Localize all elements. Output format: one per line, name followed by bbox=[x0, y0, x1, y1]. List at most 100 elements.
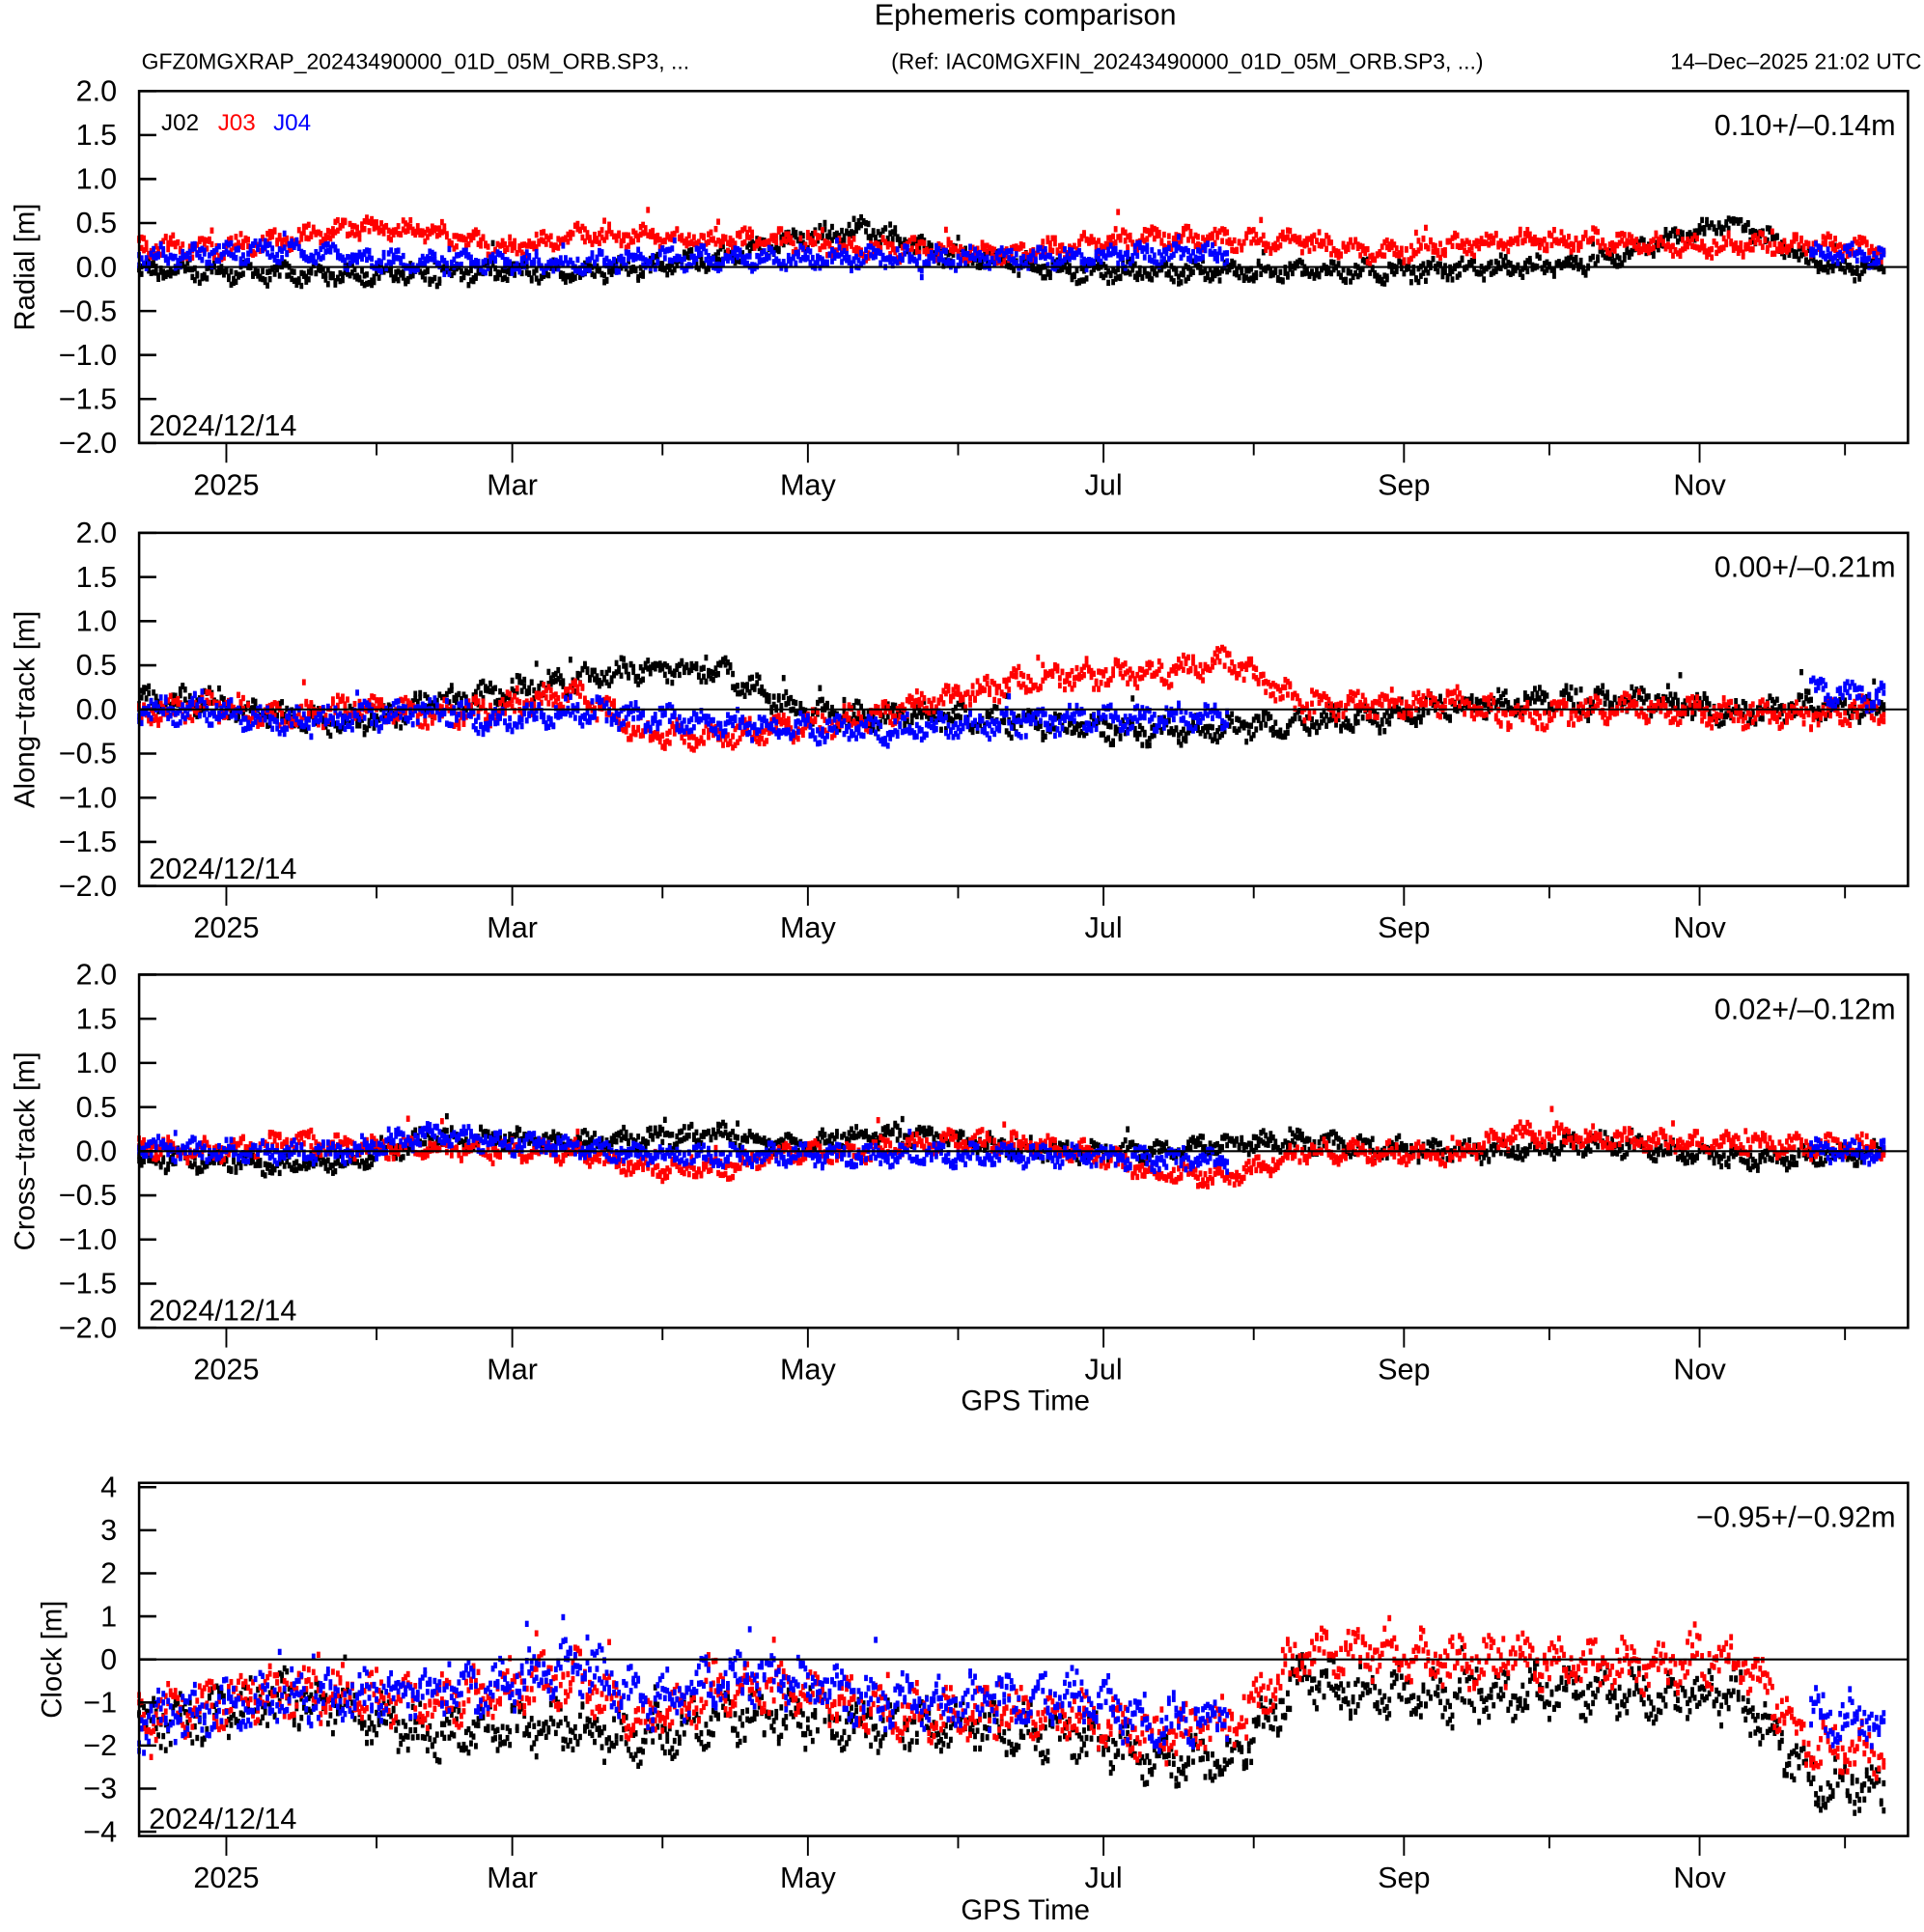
data-point-j04 bbox=[750, 262, 755, 268]
data-point-j03 bbox=[463, 242, 468, 249]
data-point-j04 bbox=[636, 246, 641, 253]
data-point-j03 bbox=[638, 223, 643, 231]
data-point-j02 bbox=[1048, 273, 1052, 281]
data-point-j03 bbox=[1729, 239, 1734, 247]
data-point-j03 bbox=[1077, 238, 1081, 245]
data-point-j03 bbox=[1358, 242, 1363, 249]
data-point-j03 bbox=[1564, 238, 1569, 246]
data-point-j03 bbox=[990, 252, 994, 259]
data-point-j04 bbox=[1135, 252, 1140, 260]
data-point-j03 bbox=[851, 236, 856, 242]
data-point-j04 bbox=[617, 256, 622, 263]
data-point-j03 bbox=[1804, 250, 1808, 257]
data-point-j02 bbox=[1065, 267, 1070, 274]
data-point-j04 bbox=[455, 262, 459, 268]
data-point-j04 bbox=[309, 252, 314, 260]
data-point-j03 bbox=[1448, 238, 1452, 244]
data-point-j02 bbox=[880, 227, 885, 235]
data-point-j04 bbox=[558, 259, 563, 266]
data-point-j04 bbox=[895, 259, 900, 266]
data-point-j02 bbox=[1399, 259, 1404, 266]
data-point-j04 bbox=[941, 257, 946, 265]
data-point-j03 bbox=[794, 246, 798, 254]
data-point-j03 bbox=[493, 246, 498, 253]
data-point-j03 bbox=[854, 245, 859, 252]
data-point-j02 bbox=[1108, 271, 1113, 279]
data-point-j04 bbox=[187, 255, 192, 262]
data-point-j02 bbox=[970, 259, 975, 266]
data-point-j03 bbox=[1060, 242, 1065, 249]
data-point-j02 bbox=[1177, 280, 1181, 287]
data-point-j04 bbox=[1065, 252, 1070, 259]
data-point-j02 bbox=[1492, 269, 1496, 276]
data-point-j02 bbox=[1358, 266, 1363, 273]
data-point-j02 bbox=[888, 221, 893, 228]
data-point-j02 bbox=[1654, 242, 1659, 250]
data-point-j02 bbox=[1055, 266, 1060, 273]
data-point-j02 bbox=[832, 233, 837, 239]
data-point-j02 bbox=[1753, 229, 1758, 236]
data-point-j03 bbox=[1123, 229, 1128, 236]
data-point-j03 bbox=[771, 237, 776, 244]
data-point-j04 bbox=[346, 254, 349, 261]
data-point-j03 bbox=[1130, 240, 1135, 247]
data-point-j03 bbox=[568, 229, 572, 237]
data-point-j04 bbox=[672, 256, 677, 263]
data-point-j04 bbox=[168, 253, 173, 261]
data-point-j03 bbox=[1155, 232, 1159, 239]
data-point-j02 bbox=[1157, 266, 1161, 273]
data-point-j03 bbox=[1312, 232, 1317, 239]
data-point-j02 bbox=[978, 261, 983, 267]
data-point-j04 bbox=[934, 248, 938, 256]
data-point-j03 bbox=[1857, 240, 1862, 248]
data-point-j03 bbox=[1336, 254, 1341, 261]
data-point-j03 bbox=[1068, 243, 1072, 250]
data-point-j03 bbox=[1545, 241, 1549, 249]
data-point-j03 bbox=[830, 252, 834, 259]
data-point-j02 bbox=[694, 261, 699, 268]
data-point-j03 bbox=[1389, 243, 1394, 251]
data-point-j03 bbox=[323, 238, 328, 245]
data-point-j03 bbox=[757, 240, 762, 247]
data-point-j03 bbox=[1715, 249, 1719, 257]
data-point-j02 bbox=[800, 239, 805, 246]
data-point-j03 bbox=[376, 225, 381, 232]
data-point-j03 bbox=[1697, 246, 1702, 253]
data-point-j03 bbox=[912, 235, 917, 241]
data-point-j02 bbox=[1681, 230, 1685, 237]
data-point-j02 bbox=[1862, 267, 1867, 274]
data-point-j02 bbox=[1627, 253, 1631, 261]
data-point-j04 bbox=[830, 258, 834, 265]
data-point-j02 bbox=[1620, 260, 1625, 266]
data-point-j04 bbox=[370, 255, 374, 263]
data-point-j03 bbox=[1429, 237, 1433, 244]
data-point-j03 bbox=[209, 227, 214, 234]
data-point-j03 bbox=[1695, 235, 1699, 242]
data-point-j02 bbox=[1179, 270, 1184, 277]
data-point-j03 bbox=[1135, 246, 1140, 253]
data-point-j02 bbox=[1126, 268, 1130, 275]
data-point-j04 bbox=[386, 250, 391, 257]
data-point-j03 bbox=[948, 246, 953, 253]
data-point-j02 bbox=[1118, 274, 1123, 282]
data-point-j03 bbox=[1278, 233, 1283, 239]
data-point-j04 bbox=[1009, 247, 1014, 255]
data-point-j04 bbox=[779, 262, 784, 268]
data-point-j03 bbox=[1230, 246, 1235, 254]
data-point-j03 bbox=[738, 230, 742, 237]
data-point-j04 bbox=[178, 255, 182, 263]
data-point-j04 bbox=[1166, 244, 1171, 252]
data-point-j04 bbox=[227, 241, 231, 248]
data-point-j02 bbox=[1816, 261, 1821, 267]
data-point-j02 bbox=[1700, 216, 1705, 224]
data-point-j03 bbox=[572, 222, 577, 229]
data-point-j02 bbox=[1278, 727, 1283, 734]
data-point-j02 bbox=[747, 248, 752, 256]
data-point-j03 bbox=[670, 231, 675, 238]
data-point-j02 bbox=[234, 269, 238, 277]
data-point-j03 bbox=[1424, 242, 1428, 250]
data-point-j03 bbox=[1009, 253, 1014, 261]
data-point-j04 bbox=[321, 254, 325, 261]
data-point-j03 bbox=[696, 238, 701, 245]
data-point-j03 bbox=[246, 237, 250, 243]
